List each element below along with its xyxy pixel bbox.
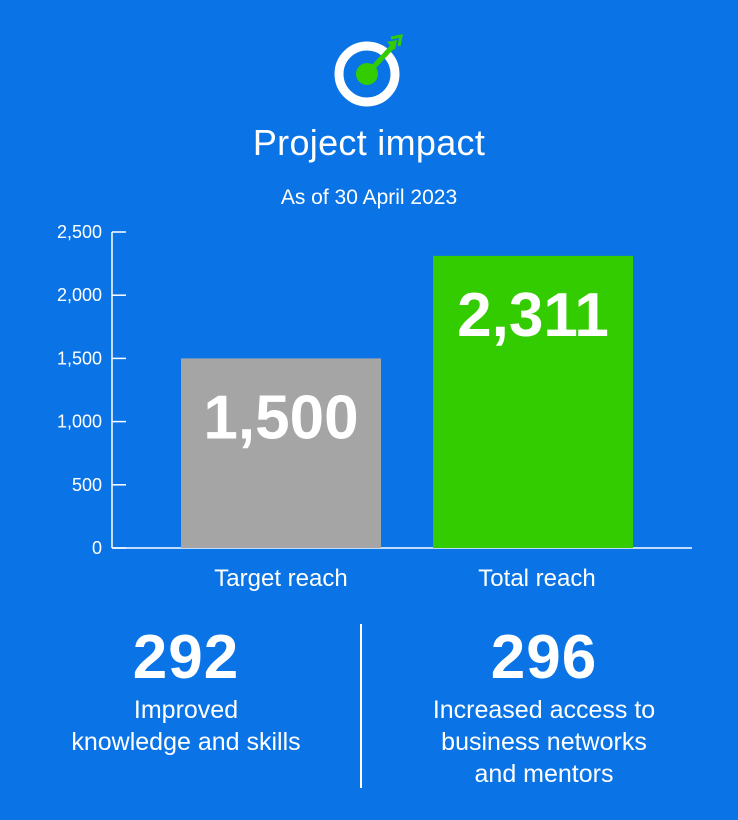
y-tick-label: 2,500 <box>57 222 102 242</box>
bar-data-label: 1,500 <box>203 383 358 452</box>
category-label-target: Target reach <box>214 565 348 592</box>
stat-label-line: Increased access to <box>432 696 656 724</box>
stat-label-line: Improved <box>133 696 239 724</box>
y-tick-label: 1,000 <box>57 412 102 432</box>
stat-number: 296 <box>490 623 598 692</box>
stat-label-line: and mentors <box>474 760 614 788</box>
page-subtitle: As of 30 April 2023 <box>280 186 458 209</box>
stat-increased-access: 296 Increased access to business network… <box>374 622 714 790</box>
y-tick-label: 1,500 <box>57 348 102 368</box>
y-tick-label: 0 <box>92 538 102 558</box>
bar-data-label: 2,311 <box>457 281 609 350</box>
bar-total-reach <box>433 255 633 549</box>
stat-label-line: knowledge and skills <box>71 728 301 756</box>
category-label-total: Total reach <box>478 565 596 592</box>
stat-label-line: business networks <box>441 728 647 756</box>
target-icon <box>334 34 403 107</box>
page-title: Project impact <box>252 122 486 163</box>
stat-improved-knowledge: 292 Improved knowledge and skills <box>16 622 356 758</box>
y-tick-label: 2,000 <box>57 285 102 305</box>
bar-target-reach <box>181 358 381 548</box>
stat-number: 292 <box>132 623 240 692</box>
y-tick-label: 500 <box>72 475 102 495</box>
stats-divider <box>360 624 362 788</box>
